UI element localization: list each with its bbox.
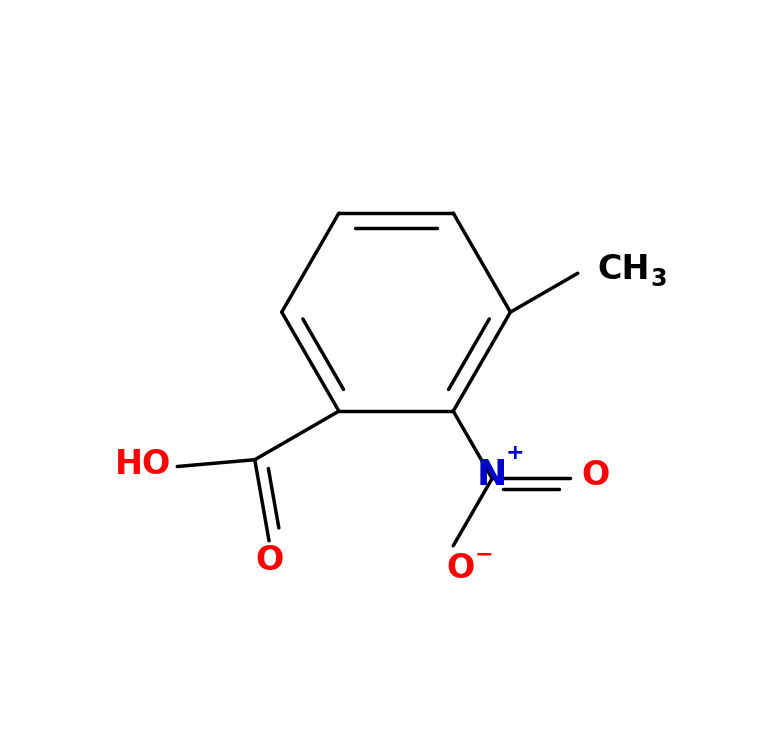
Text: CH: CH: [597, 253, 650, 286]
Text: O: O: [255, 545, 283, 578]
Text: O: O: [446, 552, 474, 585]
Text: +: +: [506, 443, 525, 463]
Text: O: O: [581, 459, 610, 493]
Text: N: N: [477, 458, 507, 492]
Text: 3: 3: [650, 266, 666, 291]
Text: HO: HO: [114, 448, 171, 482]
Text: −: −: [475, 545, 493, 565]
